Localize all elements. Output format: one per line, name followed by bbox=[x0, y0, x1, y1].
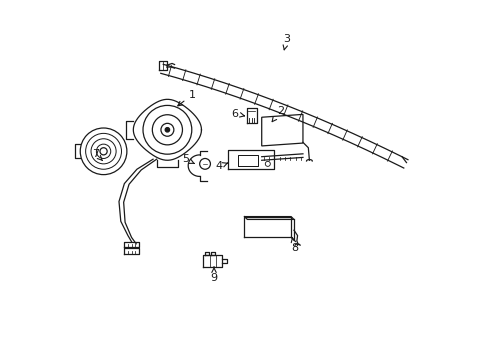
Text: 9: 9 bbox=[210, 267, 217, 283]
Circle shape bbox=[165, 128, 169, 132]
Text: 8: 8 bbox=[290, 238, 298, 253]
Text: 2: 2 bbox=[271, 106, 284, 122]
Text: 1: 1 bbox=[178, 90, 196, 106]
Text: 7: 7 bbox=[92, 149, 102, 161]
Text: 4: 4 bbox=[215, 161, 227, 171]
Text: 6: 6 bbox=[231, 109, 244, 119]
Text: 3: 3 bbox=[283, 34, 290, 50]
Text: 5: 5 bbox=[182, 154, 194, 164]
